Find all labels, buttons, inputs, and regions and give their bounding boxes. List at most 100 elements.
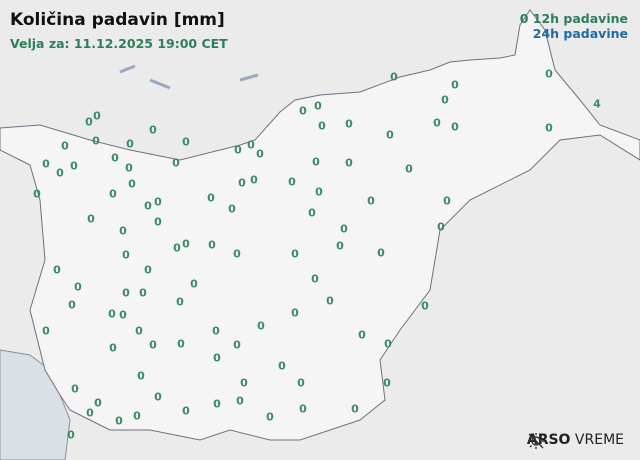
station-value: 0 [256, 147, 264, 161]
station-value: 0 [133, 409, 141, 423]
station-value: 0 [109, 341, 117, 355]
station-value: 0 [213, 397, 221, 411]
station-value: 0 [144, 199, 152, 213]
station-value: 0 [53, 263, 61, 277]
valid-time: Velja za: 11.12.2025 19:00 CET [10, 36, 228, 51]
station-value: 0 [68, 298, 76, 312]
station-value: 0 [137, 369, 145, 383]
station-value: 0 [85, 115, 93, 129]
station-value: 0 [266, 410, 274, 424]
station-value: 0 [433, 116, 441, 130]
station-value: 0 [345, 117, 353, 131]
sun-slash-icon [527, 433, 544, 449]
station-value: 0 [297, 376, 305, 390]
station-value: 0 [128, 177, 136, 191]
station-value: 0 [421, 299, 429, 313]
station-value: 0 [122, 248, 130, 262]
station-value: 0 [367, 194, 375, 208]
station-value: 0 [108, 307, 116, 321]
station-value: 0 [149, 123, 157, 137]
station-value: 0 [176, 295, 184, 309]
station-value: 0 [177, 337, 185, 351]
slovenia-area [0, 9, 640, 441]
station-value: 0 [384, 337, 392, 351]
station-value: 0 [308, 206, 316, 220]
station-value: 0 [212, 324, 220, 338]
station-value: 0 [125, 161, 133, 175]
station-value: 0 [390, 70, 398, 84]
station-value: 0 [94, 396, 102, 410]
station-value: 0 [115, 414, 123, 428]
station-value: 0 [247, 138, 255, 152]
station-value: 0 [545, 67, 553, 81]
station-value: 0 [126, 137, 134, 151]
legend-12h-label: 12h padavine [532, 11, 628, 26]
station-value: 0 [278, 359, 286, 373]
station-value: 0 [315, 185, 323, 199]
station-value: 0 [233, 247, 241, 261]
station-value: 0 [437, 220, 445, 234]
station-value: 0 [291, 247, 299, 261]
station-value: 0 [135, 324, 143, 338]
map-title: Količina padavin [mm] [10, 10, 225, 30]
station-value: 0 [299, 104, 307, 118]
legend-12h: 0 12h padavine [520, 11, 628, 26]
legend-sample-value: 0 [519, 11, 529, 26]
station-value: 0 [545, 121, 553, 135]
station-value: 0 [443, 194, 451, 208]
legend: 0 12h padavine 24h padavine [520, 11, 628, 41]
station-value: 0 [233, 338, 241, 352]
station-value: 0 [228, 202, 236, 216]
station-value: 0 [288, 175, 296, 189]
station-value: 0 [154, 390, 162, 404]
station-value: 0 [234, 143, 242, 157]
arso-logo[interactable]: ARSO VREME [527, 432, 624, 449]
station-value: 0 [326, 294, 334, 308]
station-value: 0 [236, 394, 244, 408]
station-value: 0 [119, 224, 127, 238]
station-value: 0 [93, 109, 101, 123]
station-value: 0 [441, 93, 449, 107]
station-value: 0 [291, 306, 299, 320]
station-value: 0 [144, 263, 152, 277]
station-value: 0 [149, 338, 157, 352]
station-value: 0 [405, 162, 413, 176]
station-value: 0 [358, 328, 366, 342]
station-value: 0 [42, 157, 50, 171]
station-value: 0 [182, 404, 190, 418]
station-value: 0 [250, 173, 258, 187]
station-value: 0 [172, 156, 180, 170]
legend-24h: 24h padavine [532, 26, 628, 41]
station-value: 0 [56, 166, 64, 180]
station-value: 0 [42, 324, 50, 338]
station-value: 4 [593, 97, 601, 111]
station-value: 0 [61, 139, 69, 153]
station-value: 0 [139, 286, 147, 300]
station-value: 0 [213, 351, 221, 365]
station-value: 0 [345, 156, 353, 170]
station-value: 0 [311, 272, 319, 286]
station-value: 0 [299, 402, 307, 416]
station-value: 0 [190, 277, 198, 291]
station-value: 0 [314, 99, 322, 113]
station-value: 0 [122, 286, 130, 300]
station-value: 0 [386, 128, 394, 142]
logo-product: VREME [574, 432, 624, 448]
station-value: 0 [383, 376, 391, 390]
station-value: 0 [336, 239, 344, 253]
station-value: 0 [154, 195, 162, 209]
station-value: 0 [451, 120, 459, 134]
station-value: 0 [182, 135, 190, 149]
station-value: 0 [182, 237, 190, 251]
station-value: 0 [318, 119, 326, 133]
station-value: 0 [451, 78, 459, 92]
station-value: 0 [238, 176, 246, 190]
station-value: 0 [208, 238, 216, 252]
station-value: 0 [240, 376, 248, 390]
station-value: 0 [312, 155, 320, 169]
station-value: 0 [257, 319, 265, 333]
station-value: 0 [377, 246, 385, 260]
station-value: 0 [119, 308, 127, 322]
